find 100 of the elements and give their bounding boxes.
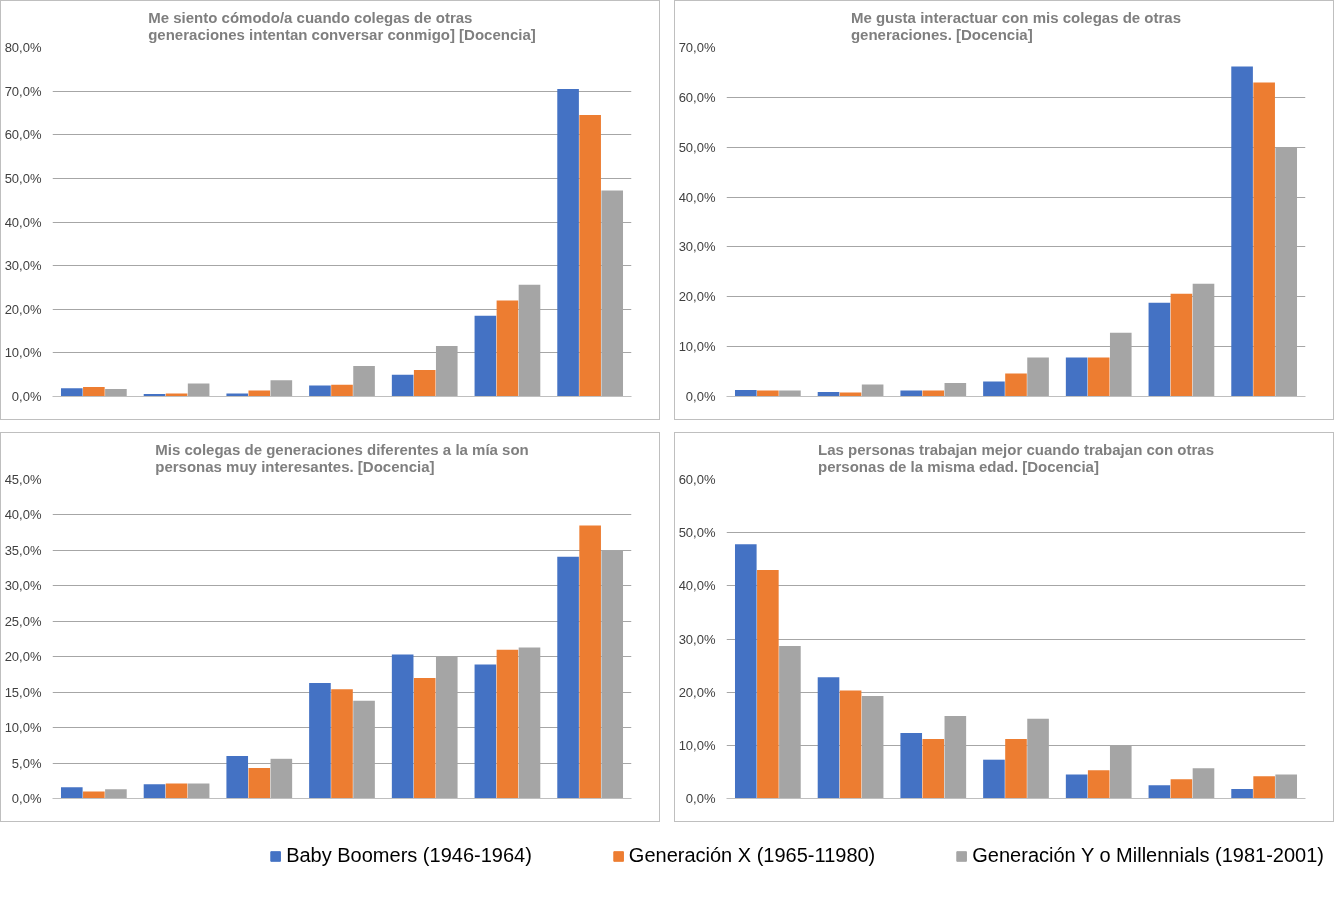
y-tick-label: 20,0% xyxy=(4,649,42,665)
bar xyxy=(83,791,105,799)
bar xyxy=(1005,373,1027,397)
bar xyxy=(900,733,923,799)
bar xyxy=(474,315,497,397)
y-tick-label: 20,0% xyxy=(678,289,716,305)
bar xyxy=(413,677,436,799)
chart-title: Me siento cómodo/a cuando colegas de otras generaciones intentan conversar conmigo] [Docencia] xyxy=(148,8,536,43)
y-tick-label: 0,0% xyxy=(685,389,716,404)
bar xyxy=(1148,785,1171,799)
bar xyxy=(983,381,1005,397)
y-tick-label: 30,0% xyxy=(4,258,42,274)
y-tick-label: 20,0% xyxy=(4,301,42,317)
y-tick-label: 70,0% xyxy=(4,83,42,99)
bar xyxy=(331,689,353,799)
bar xyxy=(1192,768,1215,799)
bar xyxy=(1087,357,1110,397)
y-tick-label: 10,0% xyxy=(4,720,42,736)
y-tick-label: 15,0% xyxy=(4,684,42,700)
y-tick-label: 25,0% xyxy=(4,613,42,629)
y-tick-label: 30,0% xyxy=(678,239,716,255)
y-tick-label: 45,0% xyxy=(4,472,42,487)
y-tick-label: 30,0% xyxy=(678,631,716,647)
bar xyxy=(413,369,436,397)
y-tick-label: 20,0% xyxy=(678,684,716,700)
chart-title: Las personas trabajan mejor cuando trabajan con otras personas de la misma edad. [Docencia] xyxy=(818,440,1214,475)
bar xyxy=(165,783,188,799)
y-tick-label: 35,0% xyxy=(4,542,42,558)
bar xyxy=(83,386,105,397)
bar xyxy=(1231,66,1253,397)
bar xyxy=(734,544,757,799)
y-tick-label: 40,0% xyxy=(678,189,716,205)
bar xyxy=(579,115,601,397)
y-tick-label: 30,0% xyxy=(4,578,42,594)
y-tick-label: 0,0% xyxy=(11,389,42,404)
y-tick-label: 50,0% xyxy=(678,525,716,541)
y-tick-label: 0,0% xyxy=(685,791,716,806)
bar xyxy=(270,380,293,397)
bar xyxy=(1087,770,1110,799)
y-tick-label: 50,0% xyxy=(678,139,716,155)
bar xyxy=(1253,776,1275,799)
bar xyxy=(226,755,249,799)
bar xyxy=(922,738,945,799)
bar xyxy=(187,383,210,397)
y-tick-label: 60,0% xyxy=(678,89,716,105)
chart-title: Mis colegas de generaciones diferentes a la mía son personas muy interesantes. [Docencia] xyxy=(155,440,529,475)
chart-title: Me gusta interactuar con mis colegas de otras generaciones. [Docencia] xyxy=(850,8,1182,43)
y-tick-label: 80,0% xyxy=(4,40,42,55)
bar xyxy=(143,784,166,799)
y-tick-label: 0,0% xyxy=(11,791,42,806)
y-tick-label: 70,0% xyxy=(678,40,716,55)
bar xyxy=(1065,357,1088,397)
bar xyxy=(1005,738,1027,799)
legend-label: Generación Y o Millennials (1981-2001) xyxy=(972,844,1324,867)
y-tick-label: 10,0% xyxy=(678,737,716,753)
bar xyxy=(105,789,127,799)
bar xyxy=(734,390,757,397)
bar xyxy=(391,654,414,799)
legend-label: Generación X (1965-11980) xyxy=(628,844,876,867)
y-tick-label: 5,0% xyxy=(11,755,42,771)
bar xyxy=(474,664,497,799)
bar xyxy=(309,385,331,397)
bar xyxy=(331,384,353,397)
bar xyxy=(105,389,127,397)
y-tick-label: 10,0% xyxy=(678,339,716,355)
bar xyxy=(1253,82,1275,397)
bar xyxy=(1170,779,1193,799)
bar xyxy=(1065,774,1088,799)
bar xyxy=(557,556,579,799)
bar xyxy=(248,390,271,397)
bar xyxy=(944,383,967,397)
bar xyxy=(579,525,601,799)
y-tick-label: 60,0% xyxy=(678,472,716,487)
y-tick-label: 10,0% xyxy=(4,345,42,361)
bar xyxy=(496,300,519,397)
bar xyxy=(353,365,375,397)
bar xyxy=(839,690,862,799)
y-tick-label: 40,0% xyxy=(4,507,42,523)
bar xyxy=(496,649,519,799)
bar xyxy=(1170,293,1193,397)
y-tick-label: 60,0% xyxy=(4,127,42,143)
legend-label: Baby Boomers (1946-1964) xyxy=(286,844,532,867)
bar xyxy=(1027,357,1049,397)
y-tick-label: 40,0% xyxy=(678,578,716,594)
bar xyxy=(983,759,1005,799)
bar xyxy=(817,677,840,799)
bar xyxy=(226,393,249,397)
bar xyxy=(248,768,271,799)
bar xyxy=(187,783,210,799)
bar xyxy=(309,682,331,799)
bar xyxy=(1231,788,1253,799)
y-tick-label: 40,0% xyxy=(4,214,42,230)
bar xyxy=(557,88,579,397)
bar xyxy=(391,374,414,397)
bar xyxy=(1275,774,1298,799)
bar xyxy=(60,787,83,799)
bar xyxy=(165,393,188,397)
y-tick-label: 50,0% xyxy=(4,170,42,186)
bar xyxy=(1148,302,1171,397)
bar xyxy=(60,388,83,397)
